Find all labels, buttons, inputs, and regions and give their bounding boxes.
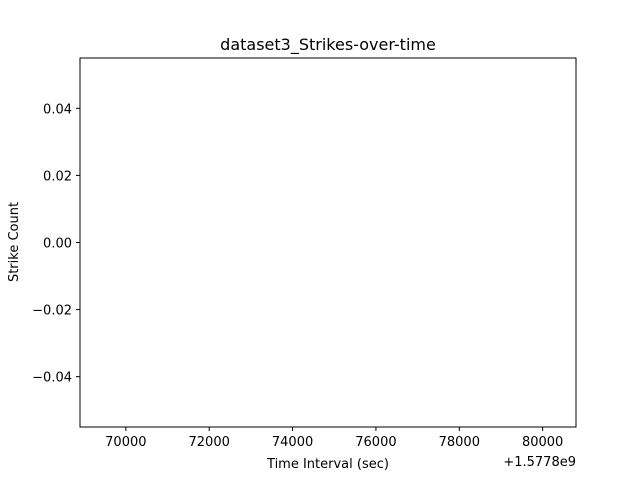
chart-title: dataset3_Strikes-over-time [220, 35, 436, 55]
y-axis-ticks: 0.04 0.02 0.00 −0.02 −0.04 [32, 102, 80, 386]
y-tick-label: −0.04 [32, 371, 72, 386]
y-tick-label: 0.00 [43, 237, 72, 252]
x-tick-label: 80000 [522, 435, 563, 450]
x-tick-label: 78000 [439, 435, 480, 450]
x-axis-label: Time Interval (sec) [266, 457, 389, 472]
x-tick-label: 72000 [189, 435, 230, 450]
y-tick-label: −0.02 [32, 304, 72, 319]
x-axis-ticks: 70000 72000 74000 76000 78000 80000 [105, 427, 563, 450]
y-tick-label: 0.04 [43, 102, 72, 117]
x-tick-label: 76000 [355, 435, 396, 450]
y-axis-label: Strike Count [7, 202, 22, 282]
x-tick-label: 74000 [272, 435, 313, 450]
y-tick-label: 0.02 [43, 169, 72, 184]
x-axis-offset-label: +1.5778e9 [503, 455, 576, 470]
x-tick-label: 70000 [105, 435, 146, 450]
